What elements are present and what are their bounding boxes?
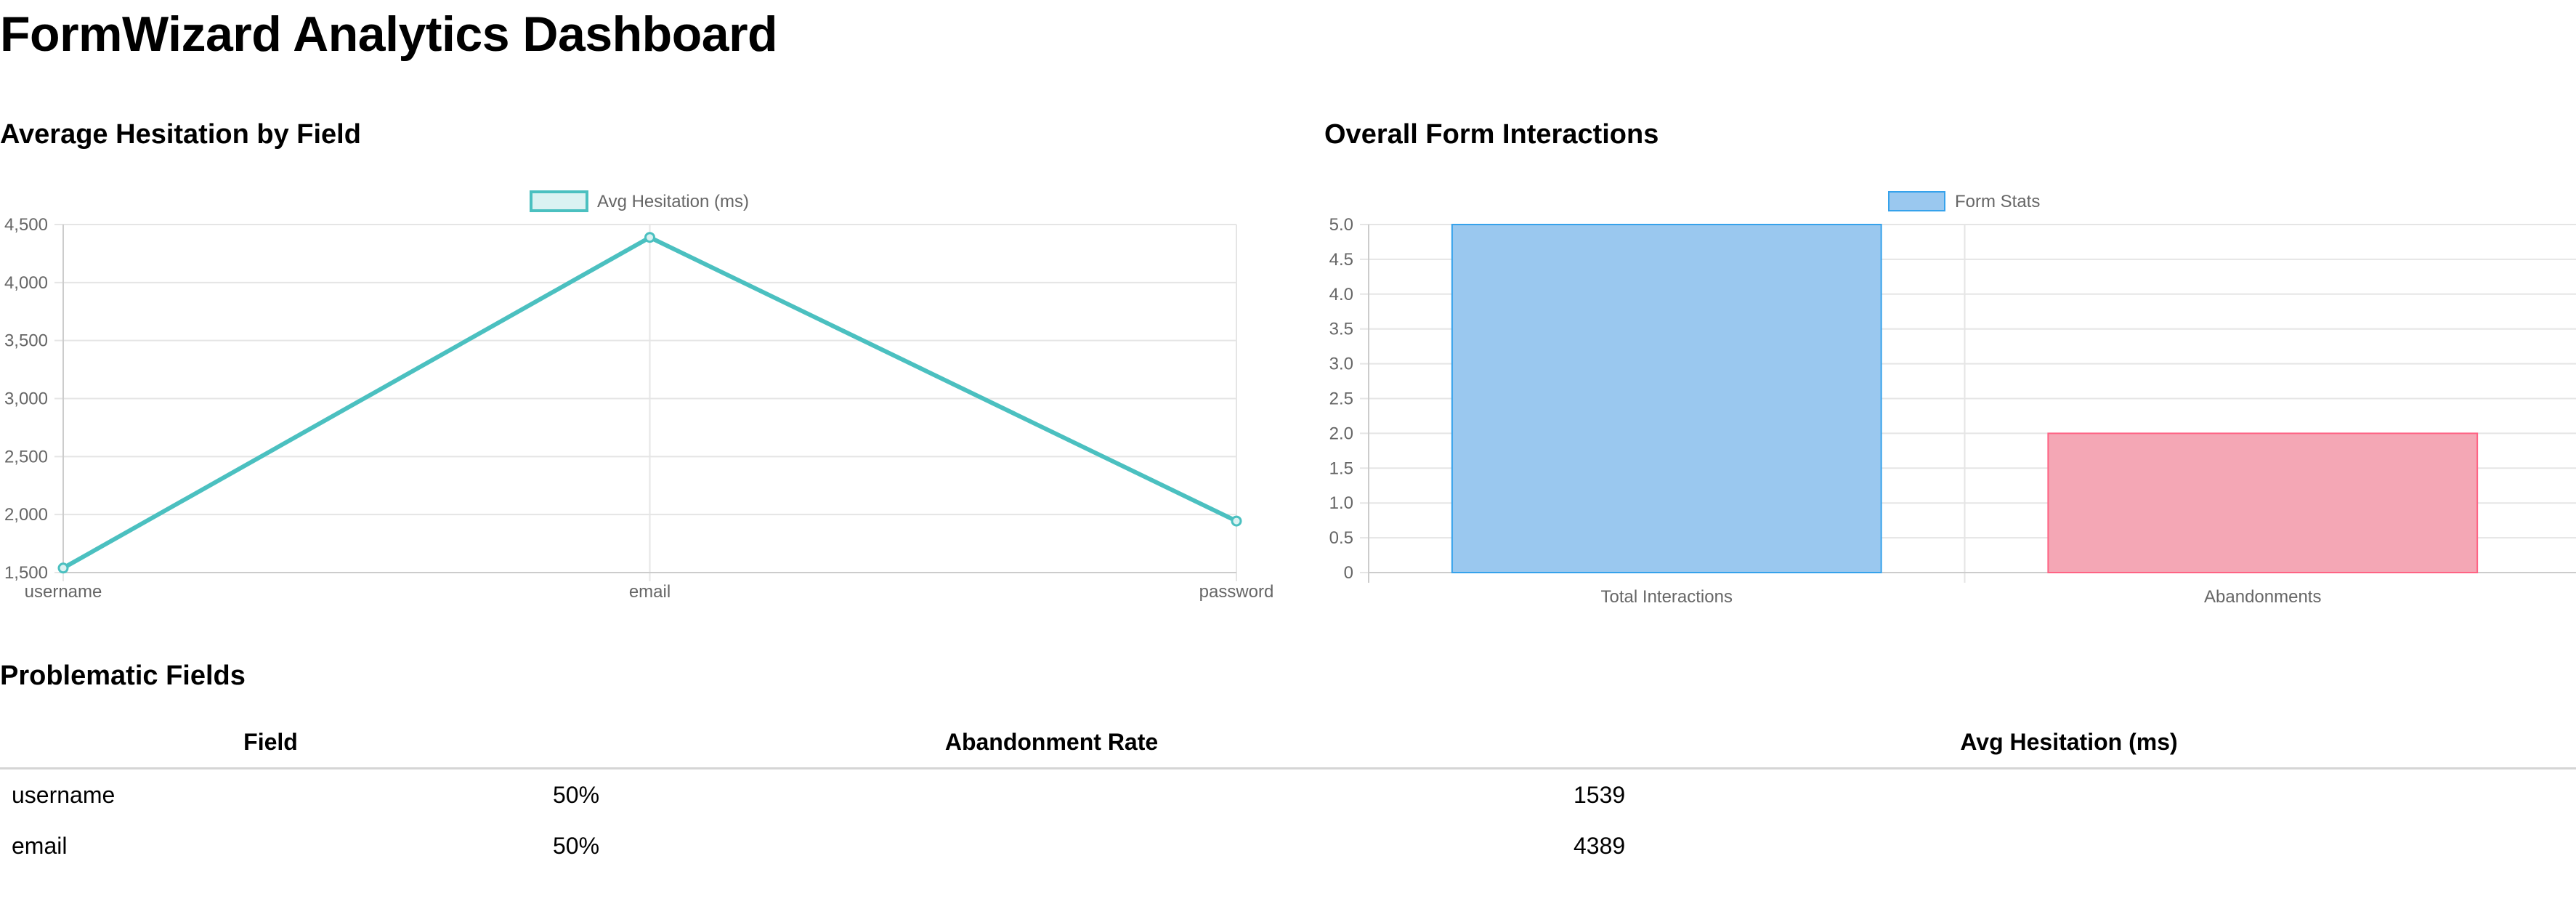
bar-y-tick-label: 0 <box>1344 563 1353 583</box>
column-header-field: Field <box>0 716 541 769</box>
bar-y-tick-label: 3.5 <box>1329 320 1353 339</box>
bar-y-tick-label: 5.0 <box>1329 215 1353 235</box>
bar-x-tick-label: Total Interactions <box>1601 587 1733 607</box>
bar-y-tick-label: 0.5 <box>1329 528 1353 548</box>
cell-avg-hesitation: 4389 <box>1573 832 1626 859</box>
hesitation-line-chart: Avg Hesitation (ms) 4,500 4,000 3,500 3,000… <box>0 182 1290 618</box>
line-chart-points <box>57 232 1242 574</box>
bar-total-interactions <box>1451 224 1882 573</box>
bar-chart-x-axis: Total Interactions Abandonments <box>1601 587 2322 607</box>
column-header-abandonment-rate: Abandonment Rate <box>541 716 1562 769</box>
cell-abandonment-rate: 50% <box>553 832 600 859</box>
line-chart-y-axis: 4,500 4,000 3,500 3,000 2,500 2,000 1,500 <box>4 215 48 583</box>
line-y-tick-label: 3,500 <box>4 331 48 351</box>
hesitation-chart-title: Average Hesitation by Field <box>0 119 361 150</box>
page-title: FormWizard Analytics Dashboard <box>0 7 778 62</box>
line-chart-grid <box>54 224 1237 581</box>
line-point-email <box>644 232 655 243</box>
bar-y-tick-label: 1.0 <box>1329 493 1353 513</box>
problematic-fields-title: Problematic Fields <box>0 660 246 691</box>
cell-abandonment-rate: 50% <box>553 781 600 808</box>
problematic-fields-table: Field Abandonment Rate Avg Hesitation (m… <box>0 716 2576 871</box>
line-y-tick-label: 3,000 <box>4 389 48 409</box>
line-chart-legend: Avg Hesitation (ms) <box>530 190 749 212</box>
bar-chart-y-axis: 5.0 4.5 4.0 3.5 3.0 2.5 2.0 1.5 1.0 0.5 0 <box>1329 215 1353 583</box>
bar-x-tick-label: Abandonments <box>2204 587 2321 607</box>
interactions-chart-title: Overall Form Interactions <box>1324 119 1659 150</box>
line-legend-swatch <box>530 190 588 212</box>
bar-y-tick-label: 4.0 <box>1329 285 1353 304</box>
line-x-tick-label: email <box>629 582 671 602</box>
line-point-password <box>1231 515 1242 527</box>
line-y-tick-label: 4,500 <box>4 215 48 235</box>
table-header-row: Field Abandonment Rate Avg Hesitation (m… <box>0 716 2576 769</box>
bar-abandonments <box>2047 432 2479 573</box>
line-x-tick-label: password <box>1199 582 1274 602</box>
bar-chart-legend: Form Stats <box>1888 191 2040 211</box>
line-y-tick-label: 1,500 <box>4 563 48 583</box>
line-y-tick-label: 4,000 <box>4 273 48 293</box>
bar-y-tick-label: 4.5 <box>1329 250 1353 270</box>
interactions-bar-chart: Form Stats 5.0 4.5 4.0 3.5 3.0 2.5 2.0 1.5 1.0 0.… <box>1324 182 2576 618</box>
bar-y-tick-label: 3.0 <box>1329 355 1353 374</box>
line-point-username <box>57 562 69 574</box>
bar-y-tick-label: 2.5 <box>1329 389 1353 409</box>
bar-y-tick-label: 2.0 <box>1329 424 1353 443</box>
hesitation-line-chart-svg: Avg Hesitation (ms) 4,500 4,000 3,500 3,000… <box>4 190 1274 602</box>
cell-field: email <box>12 832 68 859</box>
column-header-avg-hesitation: Avg Hesitation (ms) <box>1562 716 2576 769</box>
table-row: email 50% 4389 <box>0 820 2576 871</box>
line-legend-label: Avg Hesitation (ms) <box>597 192 749 211</box>
line-chart-x-axis: username email password <box>25 582 1274 602</box>
bar-y-tick-label: 1.5 <box>1329 458 1353 478</box>
line-y-tick-label: 2,500 <box>4 447 48 466</box>
bar-legend-label: Form Stats <box>1955 192 2040 211</box>
table-row: username 50% 1539 <box>0 769 2576 821</box>
interactions-bar-chart-svg: Form Stats 5.0 4.5 4.0 3.5 3.0 2.5 2.0 1.5 1.0 0.… <box>1329 191 2576 607</box>
cell-avg-hesitation: 1539 <box>1573 781 1626 808</box>
bar-chart-bars <box>1451 224 2479 573</box>
line-x-tick-label: username <box>25 582 102 602</box>
bar-legend-swatch <box>1888 191 1945 211</box>
line-y-tick-label: 2,000 <box>4 505 48 525</box>
cell-field: username <box>12 781 116 808</box>
